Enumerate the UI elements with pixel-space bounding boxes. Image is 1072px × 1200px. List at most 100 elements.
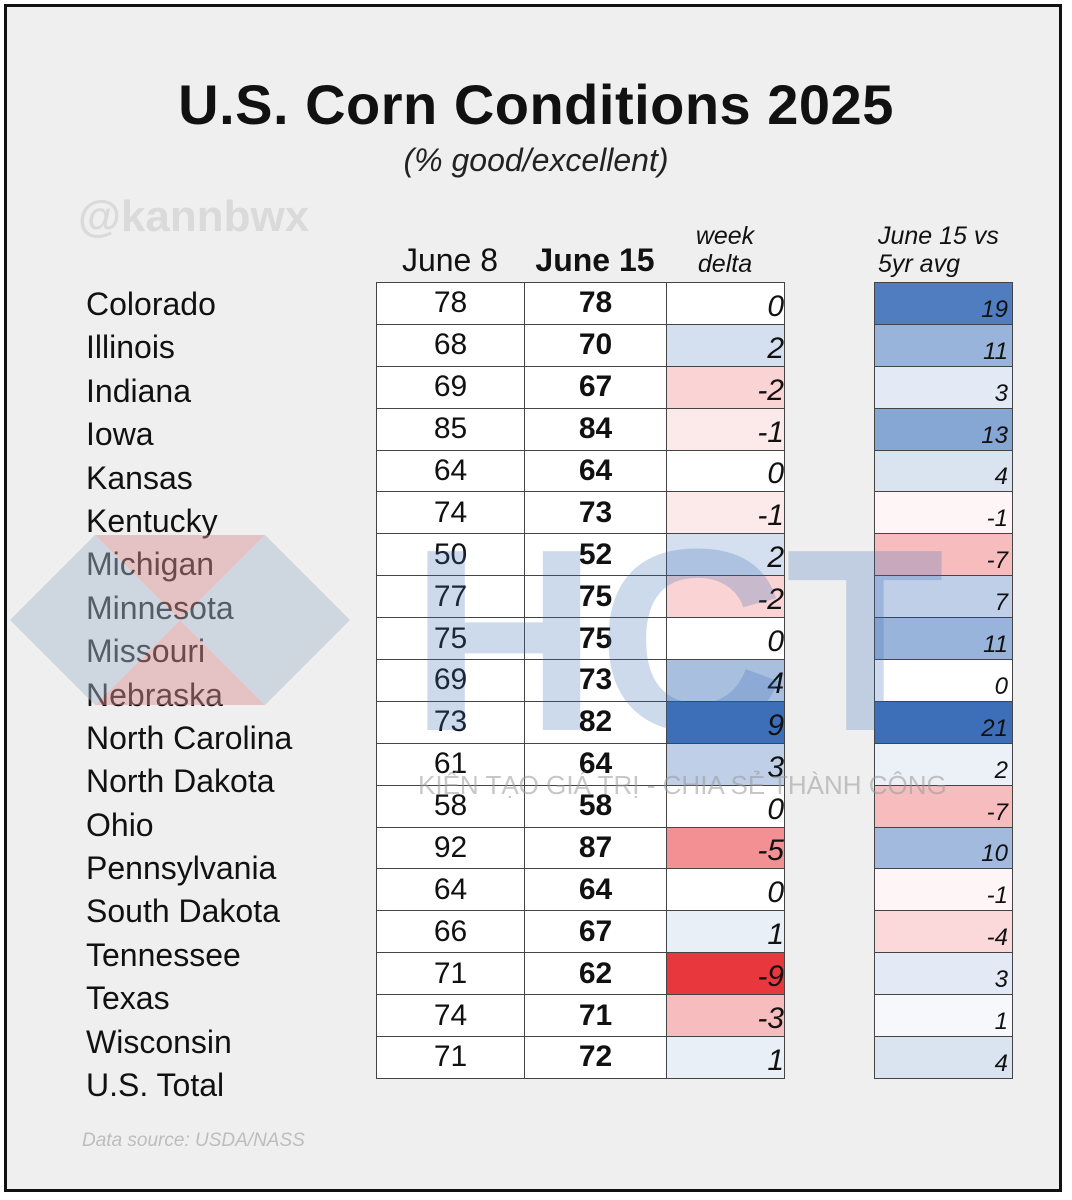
table-row: 73 82 9 xyxy=(376,700,785,744)
column-header-june8: June 8 xyxy=(401,242,499,278)
state-label: Nebraska xyxy=(86,676,223,713)
cell-week-delta: 2 xyxy=(666,323,785,367)
cell-june15: 78 xyxy=(524,282,667,325)
cell-june8: 58 xyxy=(376,784,525,828)
cell-june15: 64 xyxy=(524,868,667,912)
table-row: 11 xyxy=(874,617,1013,661)
cell-week-delta: 1 xyxy=(666,1036,785,1079)
state-label: Colorado xyxy=(86,286,216,322)
cell-june8: 69 xyxy=(376,659,525,702)
state-label: North Carolina xyxy=(86,719,293,756)
cell-june15: 64 xyxy=(524,449,667,493)
state-label: North Dakota xyxy=(86,763,275,800)
cell-june8: 92 xyxy=(376,826,525,870)
cell-june15: 67 xyxy=(524,365,667,409)
state-label: South Dakota xyxy=(86,893,280,930)
author-handle: @kannbwx xyxy=(78,192,310,241)
cell-june8: 68 xyxy=(376,323,525,367)
cell-june8: 78 xyxy=(376,282,525,325)
state-label: Minnesota xyxy=(86,589,234,626)
cell-june15: 73 xyxy=(524,659,667,702)
cell-june15: 67 xyxy=(524,910,667,954)
chart-subtitle: (% good/excellent) xyxy=(403,142,669,178)
cell-week-delta: 2 xyxy=(666,533,785,577)
state-label: Missouri xyxy=(86,633,206,670)
cell-june8: 74 xyxy=(376,994,525,1038)
cell-june8: 73 xyxy=(376,700,525,744)
column-header-week-delta-line1: week xyxy=(695,222,755,250)
cell-vs-5yr-avg: -4 xyxy=(874,910,1013,954)
cell-vs-5yr-avg: 21 xyxy=(874,700,1013,744)
table-row: 85 84 -1 xyxy=(376,407,785,451)
column-header-week-delta-line2: delta xyxy=(697,250,753,278)
cell-june15: 70 xyxy=(524,323,667,367)
state-label: Iowa xyxy=(86,416,154,453)
table-row: 71 62 -9 xyxy=(376,952,785,996)
cell-vs-5yr-avg: 2 xyxy=(874,742,1013,786)
cell-week-delta: 4 xyxy=(666,659,785,702)
cell-week-delta: 3 xyxy=(666,742,785,786)
cell-vs-5yr-avg: -1 xyxy=(874,868,1013,912)
table-row: 21 xyxy=(874,700,1013,744)
cell-june15: 58 xyxy=(524,784,667,828)
data-source-note: Data source: USDA/NASS xyxy=(82,1130,305,1151)
column-header-week-delta: week delta xyxy=(666,222,784,278)
table-row: 78 78 0 xyxy=(376,282,785,325)
cell-june8: 75 xyxy=(376,617,525,661)
cell-vs-5yr-avg: 11 xyxy=(874,323,1013,367)
cell-june15: 75 xyxy=(524,617,667,661)
cell-week-delta: 1 xyxy=(666,910,785,954)
table-row: 58 58 0 xyxy=(376,784,785,828)
table-row: 7 xyxy=(874,575,1013,619)
state-labels: Colorado Illinois Indiana Iowa Kansas Kentuck… xyxy=(86,283,292,1107)
table-row: 13 xyxy=(874,407,1013,451)
cell-june15: 52 xyxy=(524,533,667,577)
cell-vs-5yr-avg: 1 xyxy=(874,994,1013,1038)
cell-week-delta: -9 xyxy=(666,952,785,996)
cell-week-delta: 0 xyxy=(666,617,785,661)
table-row: -1 xyxy=(874,491,1013,535)
cell-june8: 66 xyxy=(376,910,525,954)
cell-vs-5yr-avg: 10 xyxy=(874,826,1013,870)
table-row: 61 64 3 xyxy=(376,742,785,786)
cell-june15: 64 xyxy=(524,742,667,786)
state-label: Pennsylvania xyxy=(86,850,277,887)
cell-week-delta: -2 xyxy=(666,575,785,619)
table-row: 1 xyxy=(874,994,1013,1038)
table-row: 71 72 1 xyxy=(376,1036,785,1079)
cell-vs-5yr-avg: 13 xyxy=(874,407,1013,451)
cell-vs-5yr-avg: -7 xyxy=(874,533,1013,577)
state-label: Kansas xyxy=(86,459,193,496)
cell-june8: 85 xyxy=(376,407,525,451)
conditions-table: 78 78 0 68 70 2 69 67 -2 85 84 -1 64 64 0 74 73 -1 50 52 2 77… xyxy=(376,282,785,1079)
state-label: Michigan xyxy=(86,546,215,583)
vs-5yr-avg-table: 19 11 3 13 4 -1 -7 7 11 0 21 2 -7 10 -1 -4 3 1 4 xyxy=(874,282,1013,1079)
cell-vs-5yr-avg: 11 xyxy=(874,617,1013,661)
table-row: 3 xyxy=(874,365,1013,409)
table-row: -4 xyxy=(874,910,1013,954)
cell-june8: 74 xyxy=(376,491,525,535)
cell-week-delta: -1 xyxy=(666,407,785,451)
cell-june8: 71 xyxy=(376,1036,525,1079)
table-row: 69 73 4 xyxy=(376,659,785,702)
cell-week-delta: -5 xyxy=(666,826,785,870)
cell-week-delta: 0 xyxy=(666,449,785,493)
cell-june8: 50 xyxy=(376,533,525,577)
cell-june8: 64 xyxy=(376,868,525,912)
table-row: -7 xyxy=(874,533,1013,577)
cell-june8: 69 xyxy=(376,365,525,409)
cell-june15: 84 xyxy=(524,407,667,451)
table-row: 66 67 1 xyxy=(376,910,785,954)
column-header-vs-line2: 5yr avg xyxy=(878,250,960,278)
cell-week-delta: 0 xyxy=(666,784,785,828)
cell-june15: 87 xyxy=(524,826,667,870)
cell-june8: 64 xyxy=(376,449,525,493)
cell-june15: 82 xyxy=(524,700,667,744)
cell-vs-5yr-avg: 3 xyxy=(874,952,1013,996)
cell-vs-5yr-avg: 4 xyxy=(874,449,1013,493)
cell-vs-5yr-avg: -7 xyxy=(874,784,1013,828)
table-row: 64 64 0 xyxy=(376,868,785,912)
cell-june8: 71 xyxy=(376,952,525,996)
cell-week-delta: -2 xyxy=(666,365,785,409)
cell-vs-5yr-avg: 7 xyxy=(874,575,1013,619)
